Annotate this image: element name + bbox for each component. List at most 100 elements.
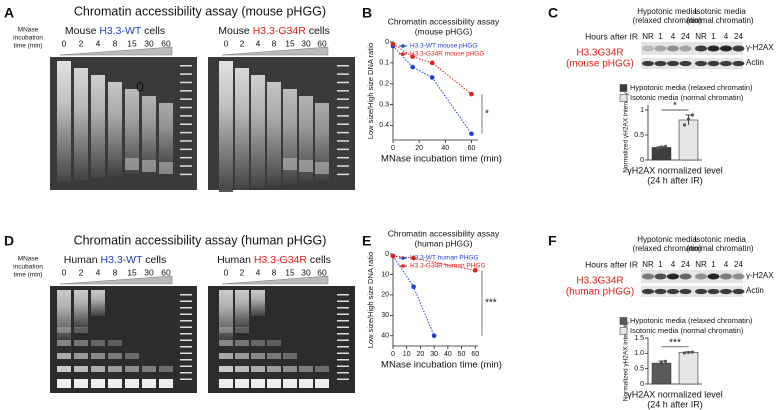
blot-band (720, 45, 732, 52)
y-tick-label: 20 (381, 292, 389, 299)
y-tick-label: 0.5 (634, 132, 644, 139)
timepoint: 8 (113, 38, 118, 48)
data-point (411, 255, 416, 261)
band (219, 379, 233, 388)
smear (91, 290, 105, 316)
ladder-band (180, 156, 192, 159)
blot-band (707, 288, 720, 295)
smear (142, 96, 156, 172)
condition-label: Hypotonic media (637, 235, 697, 244)
ladder-band (180, 98, 192, 100)
ladder-band (337, 313, 349, 315)
x-tick-label: 40 (444, 351, 452, 358)
timepoint: 0 (62, 38, 67, 48)
legend-label: Isotonic media (normal chromatin) (630, 326, 744, 335)
band (57, 340, 71, 346)
ladder-band (180, 115, 192, 117)
y-tick-label: 0.2 (379, 81, 389, 88)
legend-dot (401, 44, 405, 48)
ladder-band (337, 300, 349, 302)
x-axis-label: MNase incubation time (min) (381, 360, 502, 371)
blot-band (707, 60, 720, 67)
y-axis-label: Normalized γH2AX intensity (623, 320, 630, 401)
timepoint: 8 (113, 267, 118, 277)
data-point (410, 54, 415, 59)
y-tick-label: 40 (381, 333, 389, 340)
blot-band (695, 60, 707, 67)
replicate-point (655, 364, 660, 368)
lane-label: 24 (734, 260, 743, 269)
ladder-band (180, 300, 192, 302)
ladder-band (180, 81, 192, 84)
band (251, 379, 265, 388)
y-tick-label: 0 (385, 39, 389, 46)
band (142, 366, 156, 372)
genotype-prefix: Mouse (65, 25, 99, 37)
blot-band (720, 60, 732, 67)
band (235, 327, 249, 333)
band (283, 158, 297, 170)
band (74, 366, 88, 372)
smear (235, 290, 249, 328)
legend-label: Hypotonic media (relaxed chromatin) (630, 316, 753, 325)
legend-label: H3.3-WT mouse pHGG (410, 43, 477, 50)
x-tick-label: 0 (391, 145, 395, 152)
smear (219, 290, 233, 340)
legend-swatch (619, 317, 628, 325)
band (74, 353, 88, 359)
band (235, 366, 249, 372)
ladder-band (180, 352, 192, 354)
lane-label: NR (695, 32, 707, 41)
gel-title: Chromatin accessibility assay (human pHG… (74, 233, 327, 247)
series-line (392, 43, 472, 95)
timepoint: 4 (256, 267, 261, 277)
genotype-label: Mouse H3.3-WT cells (65, 25, 165, 37)
ladder-band (180, 359, 192, 361)
y-tick-label: 0.3 (379, 101, 389, 108)
ladder-band (337, 165, 349, 167)
replicate-point (663, 144, 668, 149)
cell-line: H3.3G34R (576, 276, 623, 287)
band (267, 379, 281, 388)
legend-dot (401, 264, 405, 268)
timepoint: 30 (144, 38, 154, 48)
bar (678, 119, 699, 161)
significance: * (485, 109, 489, 120)
band-label: Actin (746, 58, 764, 67)
ladder-band (180, 165, 192, 167)
wedge (221, 46, 329, 56)
ladder-band (337, 173, 349, 176)
genotype-prefix: Human (64, 254, 101, 266)
blot-band (654, 60, 667, 67)
y-tick-label: 1 (640, 107, 644, 114)
timepoint: 30 (301, 267, 311, 277)
cell-line: (mouse pHGG) (566, 59, 634, 70)
x-axis-label: MNase incubation time (min) (381, 154, 502, 165)
data-point (469, 131, 474, 137)
lane-label: 24 (734, 32, 743, 41)
band (267, 340, 281, 346)
band (91, 353, 105, 359)
ladder-band (180, 326, 192, 328)
replicate-point (682, 123, 687, 127)
band (299, 160, 313, 172)
band (235, 353, 249, 359)
legend-label: H3.3-G34R mouse pHGG (410, 51, 484, 58)
legend-label: Isotonic media (normal chromatin) (630, 93, 744, 102)
band (142, 160, 156, 172)
timepoint: 2 (79, 38, 84, 48)
data-point (410, 64, 415, 70)
lane-label: 24 (681, 260, 690, 269)
timepoint: 4 (256, 38, 261, 48)
genotype-label: Human H3.3-WT cells (64, 254, 167, 266)
genotype-name: H3.3-G34R (254, 254, 308, 266)
time-label: time (min) (14, 272, 43, 279)
timepoint: 15 (285, 267, 295, 277)
genotype-suffix: cells (307, 254, 331, 266)
ladder-band (180, 378, 192, 380)
ladder-band (180, 339, 192, 341)
blot-band (654, 288, 667, 295)
ladder-band (337, 65, 349, 67)
ladder-band (337, 90, 349, 92)
lane-label: 1 (658, 32, 663, 41)
